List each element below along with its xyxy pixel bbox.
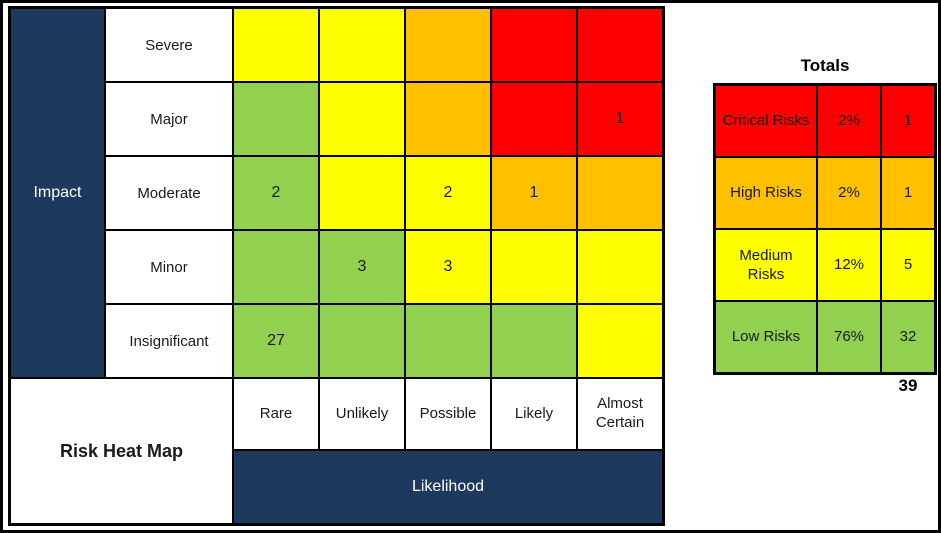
heatmap-cell: 3 <box>406 231 490 303</box>
likelihood-level-almost-certain: Almost Certain <box>578 379 662 449</box>
totals-title: Totals <box>800 56 850 75</box>
heatmap-cell <box>320 157 404 229</box>
heatmap-cell <box>492 9 576 81</box>
totals-row-high-count: 1 <box>882 158 934 228</box>
likelihood-level-rare: Rare <box>234 379 318 449</box>
heatmap-cell <box>406 305 490 377</box>
heatmap-cell: 1 <box>492 157 576 229</box>
heatmap-cell <box>234 231 318 303</box>
heatmap-title: Risk Heat Map <box>11 379 232 523</box>
heatmap-cell <box>320 305 404 377</box>
totals-row-critical-label: Critical Risks <box>716 86 816 156</box>
heatmap-cell <box>492 231 576 303</box>
impact-level-moderate: Moderate <box>106 157 232 229</box>
heatmap-cell: 27 <box>234 305 318 377</box>
totals-row-critical-count: 1 <box>882 86 934 156</box>
likelihood-axis-label: Likelihood <box>234 451 662 523</box>
totals-row-critical-percent: 2% <box>818 86 880 156</box>
totals-row-high-percent: 2% <box>818 158 880 228</box>
heatmap-cell <box>320 9 404 81</box>
heatmap-cell <box>578 231 662 303</box>
totals-table: Critical Risks 2% 1 High Risks 2% 1 Medi… <box>713 83 937 375</box>
heatmap-cell <box>234 83 318 155</box>
heatmap-table: Impact Severe Major Moderate Minor Insig… <box>8 6 665 526</box>
heatmap-cell <box>492 83 576 155</box>
impact-level-severe: Severe <box>106 9 232 81</box>
totals-row-medium-percent: 12% <box>818 230 880 300</box>
likelihood-level-likely: Likely <box>492 379 576 449</box>
impact-level-major: Major <box>106 83 232 155</box>
totals-row-low-percent: 76% <box>818 302 880 372</box>
impact-level-minor: Minor <box>106 231 232 303</box>
heatmap-cell <box>492 305 576 377</box>
totals-row-high-label: High Risks <box>716 158 816 228</box>
heatmap-cell <box>320 83 404 155</box>
totals-row-low-label: Low Risks <box>716 302 816 372</box>
totals-row-medium-count: 5 <box>882 230 934 300</box>
likelihood-level-unlikely: Unlikely <box>320 379 404 449</box>
heatmap-cell: 2 <box>406 157 490 229</box>
heatmap-cell <box>578 157 662 229</box>
likelihood-level-possible: Possible <box>406 379 490 449</box>
heatmap-cell <box>578 305 662 377</box>
heatmap-cell: 1 <box>578 83 662 155</box>
heatmap-cell <box>406 83 490 155</box>
impact-axis-label: Impact <box>11 9 104 377</box>
totals-row-low-count: 32 <box>882 302 934 372</box>
heatmap-cell: 3 <box>320 231 404 303</box>
totals-row-medium-label: Medium Risks <box>716 230 816 300</box>
impact-level-insignificant: Insignificant <box>106 305 232 377</box>
heatmap-cell <box>234 9 318 81</box>
grand-total: 39 <box>898 376 918 395</box>
heatmap-cell <box>578 9 662 81</box>
heatmap-cell: 2 <box>234 157 318 229</box>
heatmap-cell <box>406 9 490 81</box>
